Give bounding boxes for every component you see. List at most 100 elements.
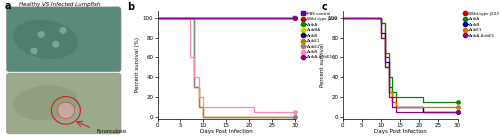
Wild-type J223: [196, 106, 202, 108]
ΔribE1: [420, 106, 426, 108]
ΔribN: [191, 76, 197, 78]
ΔribB: [454, 111, 460, 113]
Line: ΔribBA: ΔribBA: [158, 18, 295, 117]
ΔribA: [416, 96, 422, 98]
ΔribBA: [292, 116, 298, 118]
Y-axis label: Percent survival: Percent survival: [320, 43, 325, 87]
ΔribA-ΔribE1: [340, 17, 345, 19]
ΔribBA: [154, 17, 160, 19]
ΔribE1: [416, 106, 422, 108]
ΔribA-ΔribE1: [454, 111, 460, 113]
Y-axis label: Percent survival (%): Percent survival (%): [135, 37, 140, 92]
Line: ΔribB: ΔribB: [342, 18, 458, 112]
Wild-type J223: [374, 17, 380, 19]
ΔribN: [200, 106, 206, 108]
ΔribE2: [191, 86, 197, 88]
ΔribBA: [200, 116, 206, 118]
Wild-type J223: [382, 57, 388, 58]
ΔribA: [390, 91, 396, 93]
Wild-type J223: [390, 96, 396, 98]
Wild-type J223: [454, 111, 460, 113]
ΔribN: [196, 96, 202, 98]
ΔribN: [186, 57, 192, 58]
ΔribA-ΔribE1: [382, 67, 388, 68]
ΔribN: [182, 17, 188, 19]
Wild-type J223: [191, 86, 197, 88]
ΔribA: [340, 17, 345, 19]
Wild-type J223: [340, 17, 345, 19]
ΔribB: [393, 106, 399, 108]
ΔribN: [154, 17, 160, 19]
ΔribBA: [186, 17, 192, 19]
Wild-type J223: [154, 17, 160, 19]
ΔribE1: [382, 67, 388, 68]
ΔribE2: [292, 116, 298, 118]
X-axis label: Days Post Infection: Days Post Infection: [200, 129, 252, 134]
Text: Furunculosis: Furunculosis: [96, 129, 127, 134]
Legend: PBS control, Wild-type J223, ΔribA, ΔribBA, ΔribB, ΔribE1, ΔribE2, ΔribN, ΔribA-: PBS control, Wild-type J223, ΔribA, Δrib…: [300, 11, 338, 60]
Wild-type J223: [200, 116, 206, 118]
FancyBboxPatch shape: [102, 22, 117, 59]
ΔribE1: [390, 101, 396, 103]
ΔribB: [374, 17, 380, 19]
Circle shape: [30, 48, 38, 55]
ΔribE2: [200, 116, 206, 118]
ΔribB: [420, 111, 426, 113]
Circle shape: [60, 27, 66, 34]
Line: Wild-type J223: Wild-type J223: [342, 18, 458, 112]
Wild-type J223: [292, 116, 298, 118]
ΔribE2: [196, 106, 202, 108]
ΔribA: [386, 76, 392, 78]
Line: ΔribA-ΔribE1: ΔribA-ΔribE1: [342, 18, 458, 112]
Circle shape: [38, 31, 45, 38]
ΔribA: [420, 101, 426, 103]
Text: Healthy VS Infected Lumpfish: Healthy VS Infected Lumpfish: [20, 2, 101, 7]
ΔribB: [390, 101, 396, 103]
Line: ΔribE1: ΔribE1: [342, 18, 458, 107]
ΔribA-ΔribE1: [386, 96, 392, 98]
Line: ΔribA: ΔribA: [342, 18, 458, 102]
ΔribBA: [191, 86, 197, 88]
ΔribA-ΔribE1: [393, 111, 399, 113]
ΔribE1: [378, 37, 384, 39]
Wild-type J223: [416, 106, 422, 108]
FancyBboxPatch shape: [6, 73, 121, 134]
Line: ΔribN: ΔribN: [158, 18, 295, 112]
ΔribA-ΔribE1: [374, 17, 380, 19]
ΔribE2: [154, 17, 160, 19]
ΔribA: [374, 17, 380, 19]
ΔribB: [386, 91, 392, 93]
ΔribB: [382, 62, 388, 63]
Ellipse shape: [14, 20, 78, 59]
ΔribE1: [454, 106, 460, 108]
Circle shape: [57, 102, 74, 119]
ΔribB: [416, 106, 422, 108]
Line: ΔribE2: ΔribE2: [158, 18, 295, 117]
Wild-type J223: [186, 17, 192, 19]
ΔribB: [340, 17, 345, 19]
Line: Wild-type J223: Wild-type J223: [158, 18, 295, 117]
ΔribE1: [386, 91, 392, 93]
Wild-type J223: [420, 111, 426, 113]
X-axis label: Days Post Infection: Days Post Infection: [374, 129, 426, 134]
ΔribE1: [340, 17, 345, 19]
ΔribA: [393, 96, 399, 98]
ΔribE1: [374, 17, 380, 19]
Text: b: b: [127, 2, 134, 12]
Wild-type J223: [393, 106, 399, 108]
Circle shape: [52, 41, 60, 48]
Legend: Wild-type J223, ΔribA, ΔribB, ΔribE1, ΔribA-ΔribE1: Wild-type J223, ΔribA, ΔribB, ΔribE1, Δr…: [462, 11, 500, 39]
Wild-type J223: [386, 86, 392, 88]
Wild-type J223: [378, 22, 384, 24]
ΔribA: [378, 22, 384, 24]
ΔribA-ΔribE1: [390, 106, 396, 108]
ΔribBA: [196, 106, 202, 108]
ΔribE1: [393, 106, 399, 108]
ΔribN: [292, 111, 298, 113]
ΔribN: [246, 106, 252, 108]
ΔribE2: [186, 17, 192, 19]
ΔribB: [378, 32, 384, 34]
Text: a: a: [5, 1, 12, 11]
ΔribA-ΔribE1: [378, 37, 384, 39]
ΔribN: [251, 111, 257, 113]
